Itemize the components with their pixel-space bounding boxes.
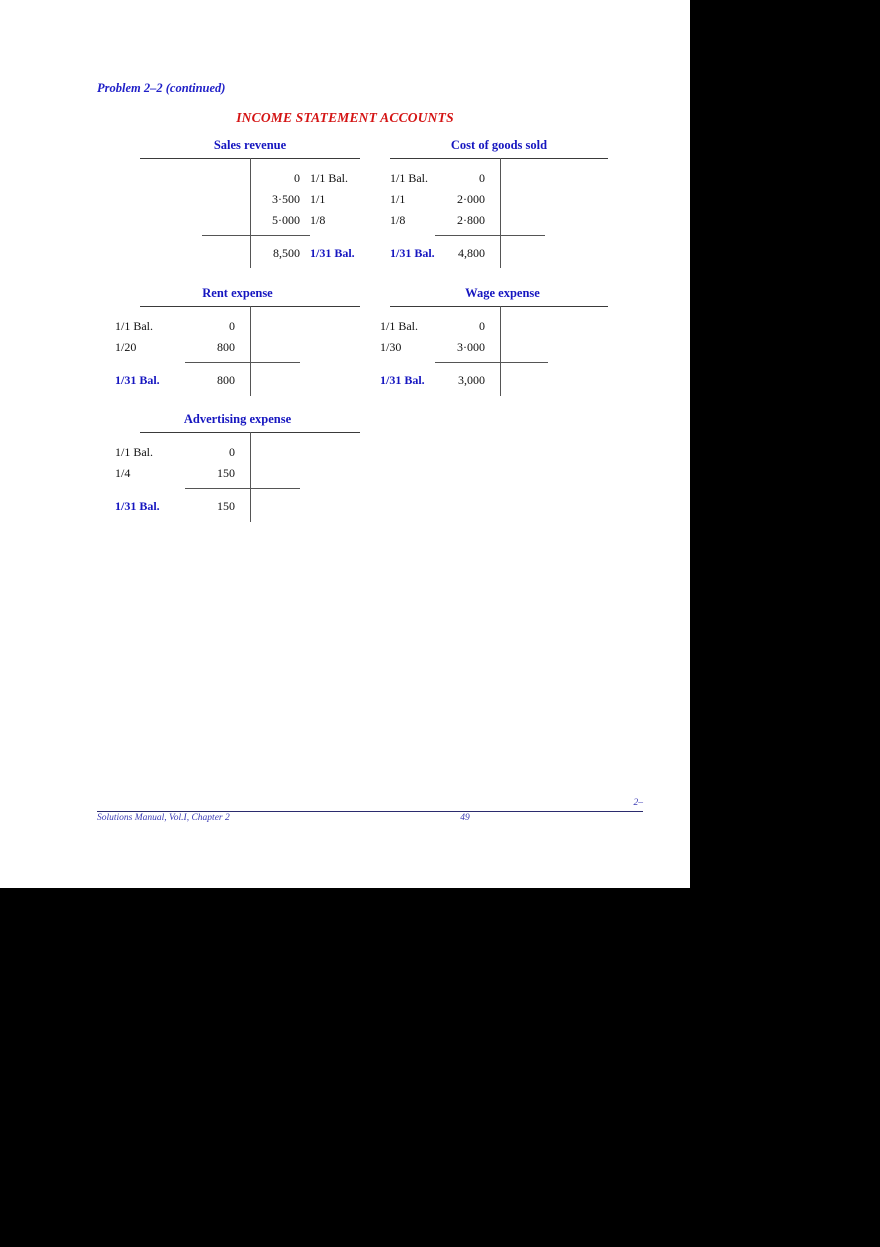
balance-row: 8,500 1/31 Bal. xyxy=(140,243,360,263)
balance-amount: 150 xyxy=(217,499,235,513)
account-title: Rent expense xyxy=(202,286,273,300)
account-title: Cost of goods sold xyxy=(450,138,548,152)
entry-label: 1/1 Bal. xyxy=(390,171,428,185)
entry-amount: 0 xyxy=(479,319,485,333)
entry-label: 1/8 xyxy=(310,213,326,227)
t-account-sales-revenue: Sales revenue 0 1/1 Bal. 3·500 1/1 5·000… xyxy=(140,138,360,268)
entry-label: 1/1 Bal. xyxy=(310,171,348,185)
account-divider xyxy=(250,432,251,522)
subtotal-rule xyxy=(435,362,548,363)
entry-amount: 2·000 xyxy=(457,192,485,206)
entry-amount: 0 xyxy=(229,445,235,459)
account-title: Wage expense xyxy=(465,286,540,300)
subtotal-rule xyxy=(202,235,310,236)
entry-label: 1/1 xyxy=(310,192,326,206)
balance-amount: 3,000 xyxy=(458,373,485,387)
balance-label: 1/31 Bal. xyxy=(390,246,435,260)
entry-label: 1/1 Bal. xyxy=(115,319,153,333)
entry-amount: 0 xyxy=(479,171,485,185)
entry-label: 1/30 xyxy=(380,340,402,354)
table-row: 3·500 1/1 xyxy=(140,189,360,209)
entry-label: 1/20 xyxy=(115,340,137,354)
table-row: 1/1 Bal. 0 xyxy=(115,316,360,336)
table-row: 0 1/1 Bal. xyxy=(140,168,360,188)
table-row: 1/4 150 xyxy=(115,463,360,483)
subtotal-rule xyxy=(185,362,300,363)
footer-page-number: 49 xyxy=(460,813,470,823)
account-title: Advertising expense xyxy=(183,412,292,426)
table-row: 1/8 2·800 xyxy=(390,210,608,230)
entry-amount: 2·800 xyxy=(457,213,485,227)
footer-source: Solutions Manual, Vol.I, Chapter 2 xyxy=(97,813,230,823)
table-row: 1/20 800 xyxy=(115,337,360,357)
entry-label: 1/1 xyxy=(390,192,406,206)
account-divider xyxy=(250,158,251,268)
footer-rule xyxy=(97,811,643,812)
t-account-wage-expense: Wage expense 1/1 Bal. 0 1/30 3·000 1/31 … xyxy=(380,286,625,396)
balance-label: 1/31 Bal. xyxy=(115,499,160,513)
table-row: 1/30 3·000 xyxy=(380,337,625,357)
entry-amount: 0 xyxy=(294,171,300,185)
entry-amount: 3·000 xyxy=(457,340,485,354)
entry-label: 1/1 Bal. xyxy=(115,445,153,459)
account-top-rule xyxy=(390,158,608,159)
balance-label: 1/31 Bal. xyxy=(380,373,425,387)
subtotal-rule xyxy=(435,235,545,236)
t-account-advertising-expense: Advertising expense 1/1 Bal. 0 1/4 150 1… xyxy=(115,412,360,522)
balance-label: 1/31 Bal. xyxy=(310,246,355,260)
account-title: Sales revenue xyxy=(213,138,287,152)
entry-amount: 0 xyxy=(229,319,235,333)
balance-amount: 4,800 xyxy=(458,246,485,260)
table-row: 5·000 1/8 xyxy=(140,210,360,230)
page-sheet: Problem 2–2 (continued) INCOME STATEMENT… xyxy=(0,0,690,888)
entry-label: 1/1 Bal. xyxy=(380,319,418,333)
footer-marker: 2– xyxy=(633,798,644,808)
account-divider xyxy=(250,306,251,396)
entry-amount: 800 xyxy=(217,340,235,354)
balance-row: 1/31 Bal. 800 xyxy=(115,370,360,390)
account-divider xyxy=(500,306,501,396)
entry-label: 1/4 xyxy=(115,466,131,480)
account-top-rule xyxy=(390,306,608,307)
entry-amount: 5·000 xyxy=(272,213,300,227)
balance-label: 1/31 Bal. xyxy=(115,373,160,387)
table-row: 1/1 Bal. 0 xyxy=(390,168,608,188)
table-row: 1/1 2·000 xyxy=(390,189,608,209)
t-account-rent-expense: Rent expense 1/1 Bal. 0 1/20 800 1/31 Ba… xyxy=(115,286,360,396)
balance-row: 1/31 Bal. 150 xyxy=(115,496,360,516)
account-divider xyxy=(500,158,501,268)
entry-label: 1/8 xyxy=(390,213,406,227)
balance-row: 1/31 Bal. 4,800 xyxy=(390,243,608,263)
entry-amount: 3·500 xyxy=(272,192,300,206)
balance-amount: 800 xyxy=(217,373,235,387)
t-account-cost-of-goods-sold: Cost of goods sold 1/1 Bal. 0 1/1 2·000 … xyxy=(390,138,608,268)
table-row: 1/1 Bal. 0 xyxy=(380,316,625,336)
section-heading: INCOME STATEMENT ACCOUNTS xyxy=(236,110,454,125)
subtotal-rule xyxy=(185,488,300,489)
page-title: Problem 2–2 (continued) xyxy=(97,81,226,95)
balance-amount: 8,500 xyxy=(273,246,300,260)
balance-row: 1/31 Bal. 3,000 xyxy=(380,370,625,390)
entry-amount: 150 xyxy=(217,466,235,480)
table-row: 1/1 Bal. 0 xyxy=(115,442,360,462)
